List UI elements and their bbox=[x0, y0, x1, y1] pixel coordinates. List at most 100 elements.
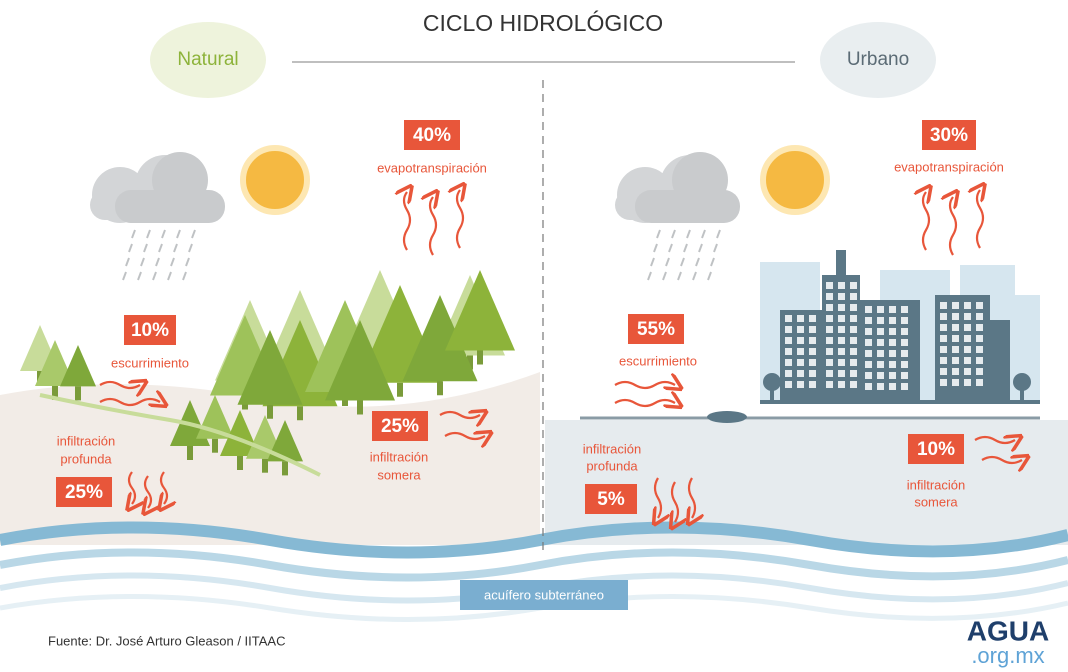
trunk bbox=[267, 405, 273, 419]
window bbox=[865, 383, 872, 390]
percent: 25% bbox=[65, 482, 103, 503]
window bbox=[850, 348, 857, 355]
window bbox=[785, 337, 792, 344]
window bbox=[940, 368, 947, 375]
label: escurrimiento bbox=[619, 353, 697, 368]
raindrop bbox=[183, 272, 186, 280]
source: Fuente: Dr. José Arturo Gleason / IITAAC bbox=[48, 633, 285, 648]
infographic: CICLO HIDROLÓGICO Natural Urbano bbox=[0, 0, 1068, 672]
drain bbox=[707, 411, 747, 423]
label: somera bbox=[377, 467, 421, 482]
trunk bbox=[297, 406, 303, 420]
trunk bbox=[282, 461, 288, 475]
window bbox=[877, 328, 884, 335]
window bbox=[838, 337, 845, 344]
raindrop bbox=[144, 244, 147, 252]
percent: 25% bbox=[381, 416, 419, 437]
window bbox=[964, 324, 971, 331]
window bbox=[901, 372, 908, 379]
window bbox=[850, 293, 857, 300]
window bbox=[976, 335, 983, 342]
label: profunda bbox=[60, 451, 112, 466]
window bbox=[838, 293, 845, 300]
window bbox=[940, 357, 947, 364]
window bbox=[877, 306, 884, 313]
window bbox=[838, 348, 845, 355]
window bbox=[826, 337, 833, 344]
raindrop bbox=[708, 272, 711, 280]
window bbox=[826, 282, 833, 289]
raindrop bbox=[681, 258, 684, 266]
window bbox=[838, 370, 845, 377]
aquifer-label: acuífero subterráneo bbox=[484, 587, 604, 602]
window bbox=[889, 350, 896, 357]
window bbox=[826, 381, 833, 388]
raindrop bbox=[192, 230, 195, 238]
window bbox=[838, 304, 845, 311]
window bbox=[865, 328, 872, 335]
window bbox=[850, 315, 857, 322]
window bbox=[940, 313, 947, 320]
raindrop bbox=[711, 258, 714, 266]
window bbox=[952, 346, 959, 353]
window bbox=[877, 339, 884, 346]
window bbox=[976, 346, 983, 353]
label: evapotranspiración bbox=[377, 160, 487, 175]
window bbox=[952, 324, 959, 331]
urban-label: Urbano bbox=[847, 49, 909, 70]
raindrop bbox=[156, 258, 159, 266]
raindrop bbox=[687, 230, 690, 238]
window bbox=[797, 315, 804, 322]
window bbox=[797, 337, 804, 344]
raindrop bbox=[663, 272, 666, 280]
label: somera bbox=[914, 494, 958, 509]
percent: 10% bbox=[131, 320, 169, 341]
trunk bbox=[437, 381, 443, 395]
raindrop bbox=[141, 258, 144, 266]
window bbox=[785, 359, 792, 366]
raindrop bbox=[702, 230, 705, 238]
window bbox=[952, 313, 959, 320]
window bbox=[952, 368, 959, 375]
window bbox=[826, 315, 833, 322]
window bbox=[964, 346, 971, 353]
window bbox=[838, 326, 845, 333]
raindrop bbox=[714, 244, 717, 252]
raindrop bbox=[648, 272, 651, 280]
window bbox=[964, 357, 971, 364]
trunk bbox=[397, 383, 403, 397]
raindrop bbox=[666, 258, 669, 266]
window bbox=[785, 370, 792, 377]
raindrop bbox=[678, 272, 681, 280]
raindrop bbox=[693, 272, 696, 280]
window bbox=[797, 326, 804, 333]
window bbox=[901, 306, 908, 313]
window bbox=[952, 379, 959, 386]
raindrop bbox=[651, 258, 654, 266]
raindrop bbox=[669, 244, 672, 252]
window bbox=[877, 350, 884, 357]
window bbox=[826, 304, 833, 311]
window bbox=[826, 370, 833, 377]
label: evapotranspiración bbox=[894, 159, 1004, 174]
window bbox=[809, 348, 816, 355]
window bbox=[785, 381, 792, 388]
window bbox=[901, 328, 908, 335]
window bbox=[826, 359, 833, 366]
label: escurrimiento bbox=[111, 355, 189, 370]
window bbox=[952, 357, 959, 364]
sun bbox=[763, 148, 827, 212]
raindrop bbox=[129, 244, 132, 252]
percent: 30% bbox=[930, 125, 968, 146]
raindrop bbox=[189, 244, 192, 252]
window bbox=[865, 339, 872, 346]
window bbox=[797, 370, 804, 377]
window bbox=[964, 313, 971, 320]
window bbox=[964, 379, 971, 386]
raindrop bbox=[123, 272, 126, 280]
label: infiltración bbox=[583, 441, 642, 456]
window bbox=[865, 361, 872, 368]
window bbox=[976, 302, 983, 309]
window bbox=[850, 381, 857, 388]
label: infiltración bbox=[57, 433, 116, 448]
